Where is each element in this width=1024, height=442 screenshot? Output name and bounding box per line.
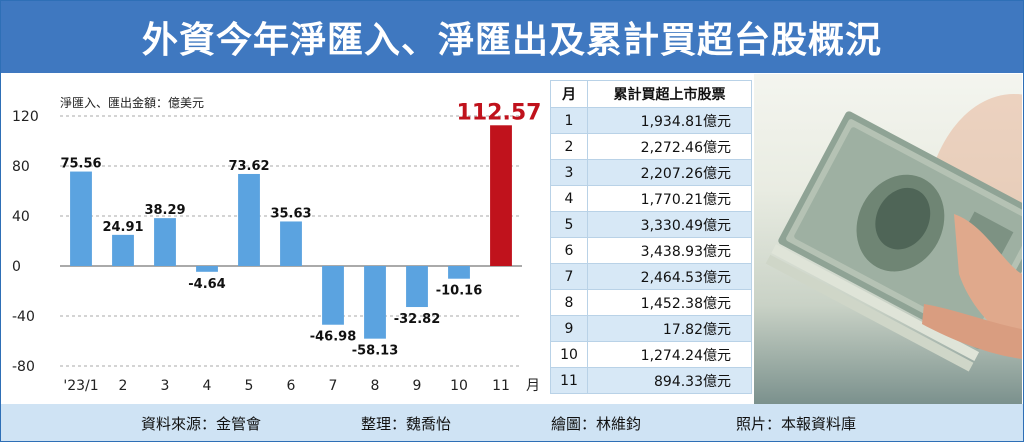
editor-credit: 整理：魏喬怡: [361, 415, 452, 433]
y-tick-label: 0: [12, 259, 21, 275]
header-month: 月: [550, 80, 588, 108]
bar-value-label: -58.13: [352, 344, 399, 359]
banknotes-photo: [754, 74, 1022, 404]
y-tick-label: 80: [12, 159, 30, 175]
bar: [322, 266, 344, 325]
photo-credit: 照片：本報資料庫: [736, 415, 857, 433]
table-body: 1 1,934.81億元 2 2,272.46億元 3 2,207.26億元 4 1,770.…: [550, 107, 752, 394]
table-row: 8 1,452.38億元: [550, 289, 752, 316]
table-cell-month: 4: [550, 185, 588, 212]
table-cell-value: 894.33億元: [587, 367, 752, 394]
table-row: 9 17.82億元: [550, 315, 752, 342]
table-cell-month: 10: [550, 341, 588, 368]
table-row: 5 3,330.49億元: [550, 211, 752, 238]
bar-value-label: 38.29: [144, 203, 185, 218]
bar-value-label: -4.64: [188, 277, 225, 292]
bar-chart-svg: 120 80 40 0 -40 -80 75.56 '23/1 24.91 2 38.29 3 -4.6…: [12, 100, 542, 394]
table-cell-month: 5: [550, 211, 588, 238]
x-tick-label: 2: [119, 378, 128, 394]
bar: [112, 234, 134, 266]
bar-value-label: 35.63: [270, 206, 311, 221]
x-tick-label: 3: [161, 378, 170, 394]
chart-title: 外資今年淨匯入、淨匯出及累計買超台股概況: [141, 20, 882, 61]
bar-chart: 120 80 40 0 -40 -80 75.56 '23/1 24.91 2 38.29 3 -4.6…: [0, 74, 545, 404]
table-cell-value: 2,464.53億元: [587, 263, 752, 290]
table-row: 7 2,464.53億元: [550, 263, 752, 290]
table-row: 2 2,272.46億元: [550, 133, 752, 160]
cumulative-buy-table: 月 累計買超上市股票 1 1,934.81億元 2 2,272.46億元 3 2,207.…: [550, 80, 752, 394]
table-cell-month: 8: [550, 289, 588, 316]
y-tick-label: -40: [12, 309, 35, 325]
table-row: 3 2,207.26億元: [550, 159, 752, 186]
bar-value-label: 73.62: [228, 159, 269, 174]
y-tick-label: 120: [12, 109, 39, 125]
table-cell-value: 1,274.24億元: [587, 341, 752, 368]
table-cell-month: 6: [550, 237, 588, 264]
bar: [406, 266, 428, 308]
table-cell-value: 1,452.38億元: [587, 289, 752, 316]
bar-value-label: 24.91: [102, 220, 143, 235]
table-cell-value: 2,207.26億元: [587, 159, 752, 186]
bar: [280, 221, 302, 266]
table-header-row: 月 累計買超上市股票: [550, 80, 752, 108]
table-row: 4 1,770.21億元: [550, 185, 752, 212]
x-tick-label: 4: [203, 378, 212, 394]
table-row: 10 1,274.24億元: [550, 341, 752, 368]
y-tick-label: -80: [12, 359, 35, 375]
x-tick-label: 11: [492, 378, 510, 394]
table-cell-value: 1,934.81億元: [587, 107, 752, 134]
highlight-bar: [490, 125, 512, 266]
x-axis-suffix: 月: [526, 378, 540, 394]
bar: [154, 218, 176, 266]
bar: [70, 171, 92, 266]
credits-footer: 資料來源：金管會 整理：魏喬怡 繪圖：林維鈞 照片：本報資料庫: [1, 404, 1023, 441]
title-banner: 外資今年淨匯入、淨匯出及累計買超台股概況: [1, 1, 1023, 73]
table-cell-value: 3,330.49億元: [587, 211, 752, 238]
y-tick-label: 40: [12, 209, 30, 225]
table-cell-month: 7: [550, 263, 588, 290]
x-tick-label: 10: [450, 378, 468, 394]
source-credit: 資料來源：金管會: [141, 415, 262, 433]
x-tick-label: '23/1: [63, 378, 98, 394]
table-cell-month: 2: [550, 133, 588, 160]
table-cell-value: 3,438.93億元: [587, 237, 752, 264]
bar-value-label: -32.82: [394, 312, 441, 327]
bar: [364, 266, 386, 339]
x-tick-label: 7: [329, 378, 338, 394]
bar: [196, 266, 218, 272]
table-cell-month: 1: [550, 107, 588, 134]
table-row: 6 3,438.93億元: [550, 237, 752, 264]
banknotes-illustration: [765, 94, 1022, 372]
table-cell-month: 9: [550, 315, 588, 342]
bar-value-label: 75.56: [60, 157, 101, 172]
x-tick-label: 5: [245, 378, 254, 394]
bar: [238, 173, 260, 266]
highlight-value-label: 112.57: [457, 100, 542, 125]
table-cell-month: 11: [550, 367, 588, 394]
artist-credit: 繪圖：林維鈞: [551, 415, 642, 433]
table-row: 1 1,934.81億元: [550, 107, 752, 134]
table-row: 11 894.33億元: [550, 367, 752, 394]
bar-value-label: -46.98: [310, 330, 357, 345]
x-tick-label: 9: [413, 378, 422, 394]
table-cell-value: 17.82億元: [587, 315, 752, 342]
table-cell-value: 2,272.46億元: [587, 133, 752, 160]
table-cell-value: 1,770.21億元: [587, 185, 752, 212]
x-tick-label: 6: [287, 378, 296, 394]
y-unit-label: 淨匯入、匯出金額：億美元: [60, 96, 205, 110]
bar-value-label: -10.16: [436, 284, 483, 299]
table-cell-month: 3: [550, 159, 588, 186]
x-tick-label: 8: [371, 378, 380, 394]
bar: [448, 266, 470, 279]
header-cumulative: 累計買超上市股票: [587, 80, 752, 108]
